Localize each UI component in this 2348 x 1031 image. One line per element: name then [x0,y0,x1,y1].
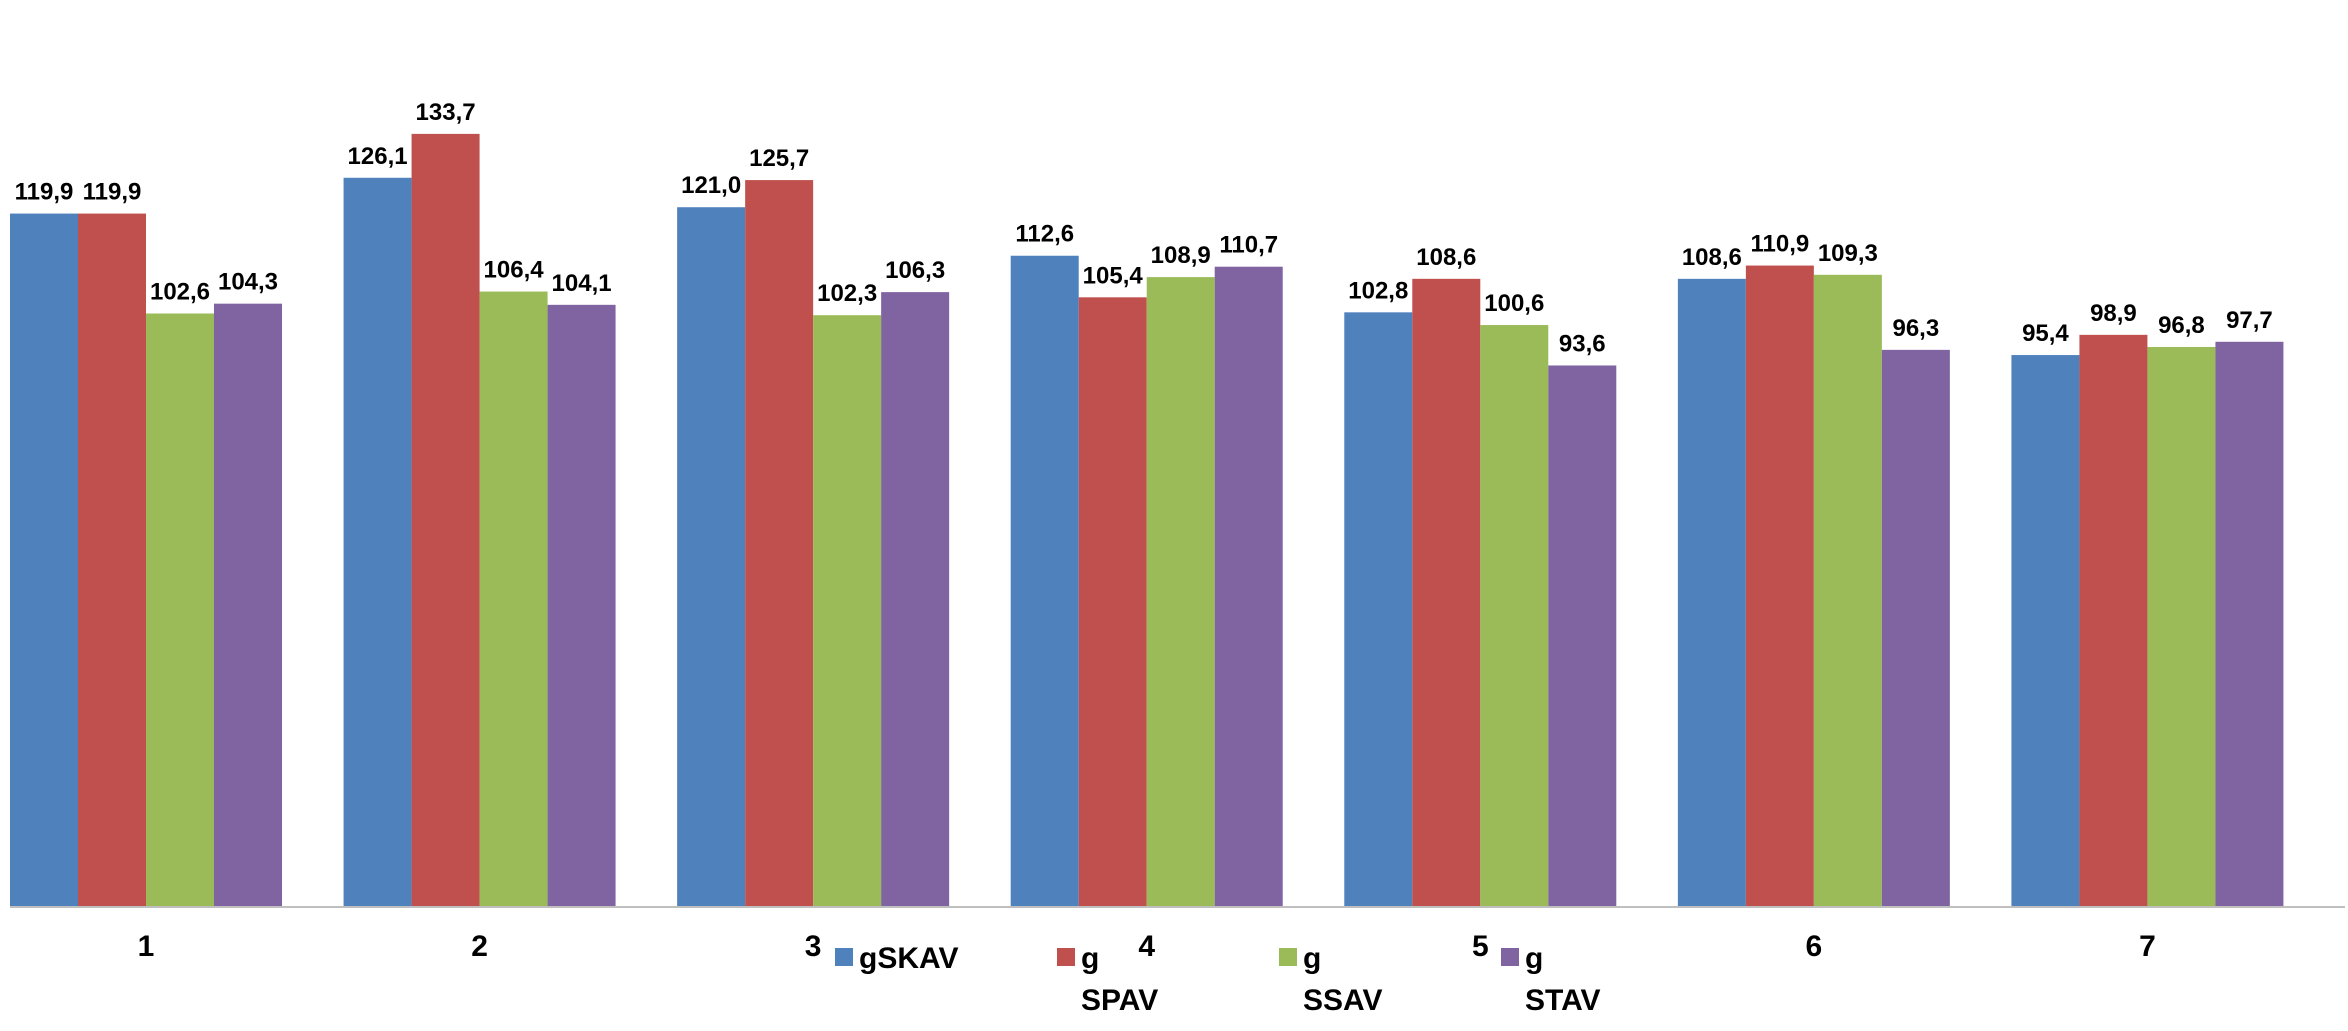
legend-item-gSSAV: g SSAV [1279,942,1382,1017]
bar-gSTAV-7 [2215,341,2284,907]
bar-gSKAV-3 [677,207,746,907]
data-label-gSKAV-3: 121,0 [681,172,741,199]
legend-item-gSPAV: g SPAV [1057,942,1158,1017]
category-label-5: 5 [1472,930,1489,963]
data-label-gSSAV-1: 102,6 [150,278,210,305]
bar-gSTAV-2 [547,304,616,906]
data-label-gSPAV-1: 119,9 [83,179,142,206]
bar-gSSAV-5 [1480,325,1549,906]
legend-label-gSTAV-line-0: g [1525,942,1543,975]
data-label-gSTAV-7: 97,7 [2226,307,2273,334]
bar-gSPAV-7 [2079,334,2148,906]
data-label-gSKAV-5: 102,8 [1348,277,1408,304]
bar-gSTAV-1 [214,303,282,907]
data-label-gSPAV-3: 125,7 [749,145,809,172]
bar-gSKAV-7 [2011,355,2080,906]
data-label-gSPAV-5: 108,6 [1416,244,1476,271]
bar-gSTAV-3 [881,292,950,906]
data-label-gSTAV-6: 96,3 [1892,315,1939,342]
bar-gSPAV-6 [1745,265,1814,906]
legend-item-gSKAV: gSKAV [835,942,958,975]
bar-gSKAV-1 [10,213,78,906]
bar-gSPAV-2 [411,133,480,906]
data-label-gSTAV-5: 93,6 [1559,330,1606,357]
legend-label-gSPAV-line-0: g [1081,942,1099,975]
legend-label-gSSAV-line-0: g [1303,942,1321,975]
bar-gSSAV-1 [146,313,214,906]
bar-gSKAV-2 [343,177,412,906]
bar-gSKAV-6 [1677,278,1746,907]
data-label-gSTAV-3: 106,3 [885,257,945,284]
data-label-gSKAV-6: 108,6 [1682,244,1742,271]
bar-gSSAV-6 [1813,274,1882,907]
bar-gSTAV-5 [1548,365,1617,907]
legend-swatch-gSPAV [1057,948,1075,966]
data-label-gSSAV-3: 102,3 [817,280,877,307]
legend-swatch-gSTAV [1501,948,1519,966]
legend-label-gSTAV-line-1: STAV [1525,984,1601,1017]
category-label-1: 1 [138,930,155,963]
bar-gSSAV-3 [813,315,882,906]
data-label-gSTAV-2: 104,1 [552,270,612,297]
data-label-gSSAV-2: 106,4 [484,257,545,284]
data-label-gSSAV-7: 96,8 [2158,312,2205,339]
bar-gSTAV-6 [1881,349,1950,906]
bar-gSKAV-5 [1344,312,1413,907]
legend-label-gSKAV-line-0: gSKAV [859,942,958,975]
category-label-4: 4 [1138,930,1155,963]
data-label-gSPAV-4: 105,4 [1083,262,1144,289]
legend: gSKAV g SPAV g SSAV g STAV [835,942,1601,1017]
data-label-gSKAV-7: 95,4 [2022,320,2069,347]
data-label-gSSAV-4: 108,9 [1151,242,1211,269]
bar-gSPAV-3 [745,180,814,906]
bars-layer [10,133,2284,907]
data-label-gSSAV-5: 100,6 [1484,290,1544,317]
bar-gSKAV-4 [1010,255,1079,907]
bar-gSPAV-1 [78,213,146,906]
value-labels-layer: 119,9 119,9 102,6 104,3 126,1 133,7 106,4 104,1… [15,99,2273,358]
data-label-gSPAV-7: 98,9 [2090,300,2137,327]
bar-gSTAV-4 [1214,266,1283,906]
data-label-gSTAV-1: 104,3 [218,269,278,296]
legend-item-gSTAV: g STAV [1501,942,1601,1017]
data-label-gSKAV-1: 119,9 [15,179,74,206]
data-label-gSKAV-2: 126,1 [348,143,408,170]
data-label-gSKAV-4: 112,6 [1015,221,1074,248]
bar-gSSAV-7 [2147,346,2216,907]
legend-swatch-gSKAV [835,948,853,966]
bar-gSSAV-2 [479,291,548,906]
data-label-gSTAV-4: 110,7 [1219,232,1278,259]
legend-swatch-gSSAV [1279,948,1297,966]
bar-gSSAV-4 [1146,277,1215,906]
category-label-7: 7 [2139,930,2156,963]
data-label-gSPAV-6: 110,9 [1750,231,1809,258]
bar-gSPAV-4 [1078,297,1147,906]
data-label-gSSAV-6: 109,3 [1818,240,1878,267]
category-labels-layer: 1 2 3 4 5 6 7 [138,930,2156,963]
data-label-gSPAV-2: 133,7 [416,99,476,126]
bar-gSPAV-5 [1412,278,1481,907]
category-label-2: 2 [471,930,488,963]
category-label-3: 3 [805,930,822,963]
category-label-6: 6 [1806,930,1823,963]
legend-label-gSPAV-line-1: SPAV [1081,984,1158,1017]
legend-label-gSSAV-line-1: SSAV [1303,984,1382,1017]
